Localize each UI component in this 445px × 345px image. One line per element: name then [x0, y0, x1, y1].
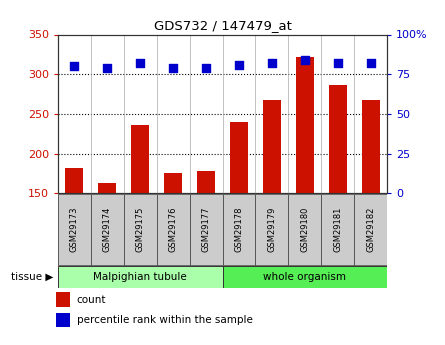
Bar: [329, 85, 347, 193]
Bar: [157, 194, 190, 265]
Text: GSM29179: GSM29179: [267, 207, 276, 252]
Bar: [98, 183, 116, 193]
Text: whole organism: whole organism: [263, 272, 346, 282]
Bar: [56, 313, 70, 327]
Text: GSM29181: GSM29181: [333, 207, 342, 252]
Bar: [164, 173, 182, 193]
Text: GSM29177: GSM29177: [202, 207, 210, 252]
Text: GSM29173: GSM29173: [70, 207, 79, 252]
Text: Malpighian tubule: Malpighian tubule: [93, 272, 187, 282]
Bar: [255, 194, 288, 265]
Text: GSM29174: GSM29174: [103, 207, 112, 252]
Bar: [131, 125, 149, 193]
Bar: [222, 266, 387, 288]
Point: [71, 63, 78, 69]
Bar: [65, 168, 83, 193]
Text: GSM29182: GSM29182: [366, 207, 375, 252]
Bar: [58, 194, 91, 265]
Point: [301, 57, 308, 63]
Text: GSM29175: GSM29175: [136, 207, 145, 252]
Point: [137, 60, 144, 66]
Title: GDS732 / 147479_at: GDS732 / 147479_at: [154, 19, 291, 32]
Bar: [354, 194, 387, 265]
Point: [334, 60, 341, 66]
Text: tissue ▶: tissue ▶: [11, 272, 53, 282]
Point: [235, 62, 243, 67]
Bar: [263, 100, 281, 193]
Text: GSM29176: GSM29176: [169, 207, 178, 252]
Bar: [288, 194, 321, 265]
Text: GSM29178: GSM29178: [235, 207, 243, 252]
Point: [104, 65, 111, 71]
Point: [268, 60, 275, 66]
Bar: [91, 194, 124, 265]
Point: [170, 65, 177, 71]
Bar: [56, 292, 70, 307]
Text: percentile rank within the sample: percentile rank within the sample: [77, 315, 253, 325]
Bar: [190, 194, 222, 265]
Bar: [321, 194, 354, 265]
Bar: [362, 100, 380, 193]
Bar: [296, 57, 314, 193]
Text: GSM29180: GSM29180: [300, 207, 309, 252]
Point: [202, 65, 210, 71]
Bar: [197, 171, 215, 193]
Text: count: count: [77, 295, 106, 305]
Bar: [222, 194, 255, 265]
Point: [367, 60, 374, 66]
Bar: [58, 266, 222, 288]
Bar: [230, 122, 248, 193]
Bar: [124, 194, 157, 265]
